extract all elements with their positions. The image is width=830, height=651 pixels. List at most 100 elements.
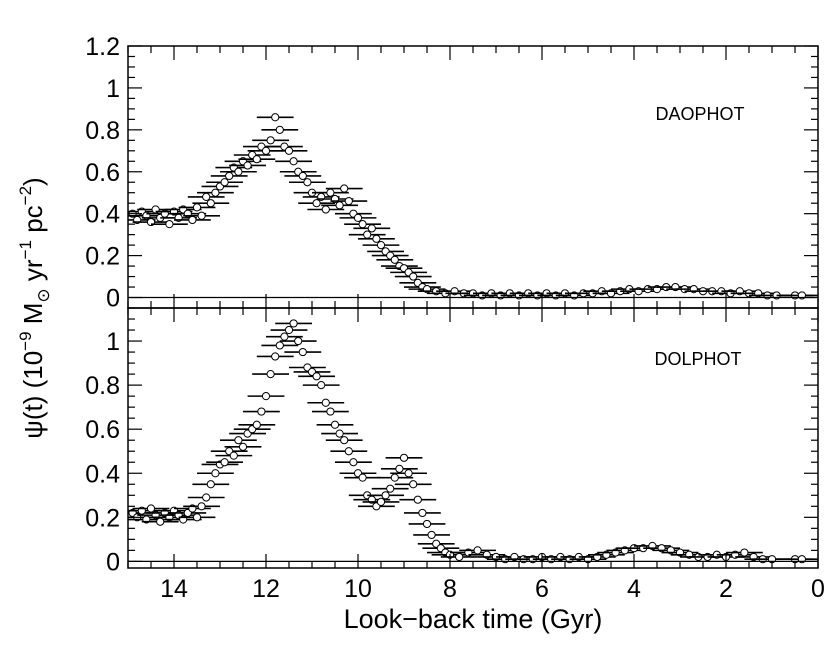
top-marker bbox=[206, 199, 215, 208]
top-data-point bbox=[376, 255, 414, 264]
bottom-data-layer bbox=[128, 319, 818, 564]
bottom-data-point bbox=[381, 464, 418, 473]
bottom-marker bbox=[220, 458, 229, 467]
bottom-marker bbox=[473, 546, 482, 555]
bottom-marker bbox=[358, 473, 367, 482]
top-data-point bbox=[252, 136, 289, 145]
top-data-point bbox=[192, 199, 230, 208]
bottom-marker bbox=[740, 548, 749, 557]
bottom-data-point bbox=[132, 504, 170, 513]
bottom-marker bbox=[298, 347, 307, 357]
x-tick-label: 8 bbox=[443, 575, 457, 603]
top-marker bbox=[225, 171, 234, 181]
bottom-data-point bbox=[293, 367, 331, 376]
bottom-data-point bbox=[417, 539, 455, 548]
top-marker bbox=[312, 199, 321, 208]
bottom-marker bbox=[317, 381, 326, 390]
bottom-data-point bbox=[726, 548, 763, 557]
top-marker bbox=[376, 241, 386, 250]
top-marker bbox=[289, 157, 298, 166]
bottom-data-point bbox=[238, 420, 276, 429]
top-data-point bbox=[335, 209, 372, 218]
bottom-data-point bbox=[270, 325, 308, 335]
y-label-msun: M bbox=[18, 303, 48, 332]
bottom-data-point bbox=[390, 469, 427, 478]
y-label-pc: pc bbox=[18, 205, 48, 240]
bottom-data-point bbox=[178, 513, 216, 522]
top-y-tick-label: 1 bbox=[106, 75, 120, 103]
bottom-data-point bbox=[316, 420, 354, 429]
bottom-data-point bbox=[252, 370, 289, 379]
top-data-point bbox=[270, 146, 308, 155]
bottom-marker bbox=[289, 319, 298, 328]
top-data-point bbox=[229, 161, 266, 170]
bottom-data-point bbox=[302, 381, 340, 390]
top-marker bbox=[353, 213, 363, 222]
top-marker bbox=[266, 136, 275, 145]
bottom-marker bbox=[330, 420, 340, 429]
top-data-point bbox=[371, 251, 409, 260]
top-marker bbox=[372, 234, 381, 243]
top-y-tick-label: 0.4 bbox=[85, 201, 120, 229]
top-data-point bbox=[289, 178, 326, 187]
bottom-data-point bbox=[284, 347, 322, 357]
top-data-point bbox=[362, 241, 400, 250]
top-data-point bbox=[187, 192, 225, 202]
top-marker bbox=[275, 125, 284, 134]
bottom-data-point bbox=[261, 341, 299, 350]
bottom-marker bbox=[252, 420, 261, 429]
bottom-marker bbox=[422, 519, 432, 529]
panel-dolphot: 0 0.2 0.4 0.6 0.8 1 14 12 10 8 6 4 2 0 DOLPHOT bbox=[85, 307, 825, 603]
bottom-data-point bbox=[307, 398, 345, 407]
top-marker bbox=[344, 197, 353, 206]
bottom-marker bbox=[409, 480, 418, 489]
bottom-y-tick-label: 0.8 bbox=[85, 372, 120, 400]
bottom-data-point bbox=[394, 480, 432, 489]
bottom-marker bbox=[326, 407, 335, 416]
bottom-data-point bbox=[358, 502, 395, 511]
y-label-exp2: −2 bbox=[16, 186, 35, 205]
bottom-marker bbox=[211, 469, 220, 478]
top-data-point bbox=[279, 167, 317, 176]
bottom-marker bbox=[271, 352, 280, 361]
bottom-axes: 0 0.2 0.4 0.6 0.8 1 14 12 10 8 6 4 2 0 bbox=[85, 307, 825, 603]
bottom-data-point bbox=[233, 425, 271, 434]
top-data-point bbox=[210, 171, 248, 181]
bottom-data-point bbox=[408, 519, 446, 529]
top-marker bbox=[363, 230, 372, 239]
top-marker bbox=[298, 171, 307, 181]
top-marker bbox=[321, 205, 330, 214]
bottom-data-point bbox=[371, 484, 409, 493]
bottom-marker bbox=[229, 451, 238, 460]
y-label-psi: ψ(t) (10 bbox=[18, 351, 48, 439]
x-tick-label: 10 bbox=[344, 575, 372, 603]
top-marker bbox=[220, 178, 229, 187]
top-marker bbox=[284, 146, 294, 155]
x-tick-label: 2 bbox=[719, 575, 733, 603]
top-data-point bbox=[394, 272, 432, 281]
top-marker bbox=[165, 220, 174, 229]
top-data-point bbox=[197, 188, 234, 197]
top-y-tick-label: 1.2 bbox=[85, 33, 120, 61]
top-y-tick-label: 0 bbox=[106, 285, 120, 313]
bottom-data-point bbox=[367, 491, 404, 500]
top-marker bbox=[390, 255, 399, 264]
bottom-data-point bbox=[376, 473, 414, 482]
top-marker bbox=[271, 113, 280, 122]
bottom-data-point bbox=[422, 544, 460, 553]
bottom-marker bbox=[344, 447, 353, 456]
top-data-point bbox=[353, 224, 391, 233]
bottom-marker bbox=[234, 436, 243, 445]
top-data-point bbox=[275, 157, 312, 166]
x-tick-label: 0 bbox=[811, 575, 825, 603]
top-y-tick-label: 0.6 bbox=[85, 159, 120, 187]
bottom-data-point bbox=[275, 319, 312, 328]
y-label-exp9: −9 bbox=[16, 331, 35, 350]
top-data-point bbox=[206, 178, 243, 187]
top-marker bbox=[243, 161, 252, 170]
top-marker bbox=[326, 188, 335, 197]
top-data-point bbox=[261, 125, 299, 134]
x-tick-label: 14 bbox=[160, 575, 188, 603]
bottom-y-tick-label: 0.4 bbox=[85, 460, 120, 488]
top-data-point bbox=[367, 247, 404, 256]
